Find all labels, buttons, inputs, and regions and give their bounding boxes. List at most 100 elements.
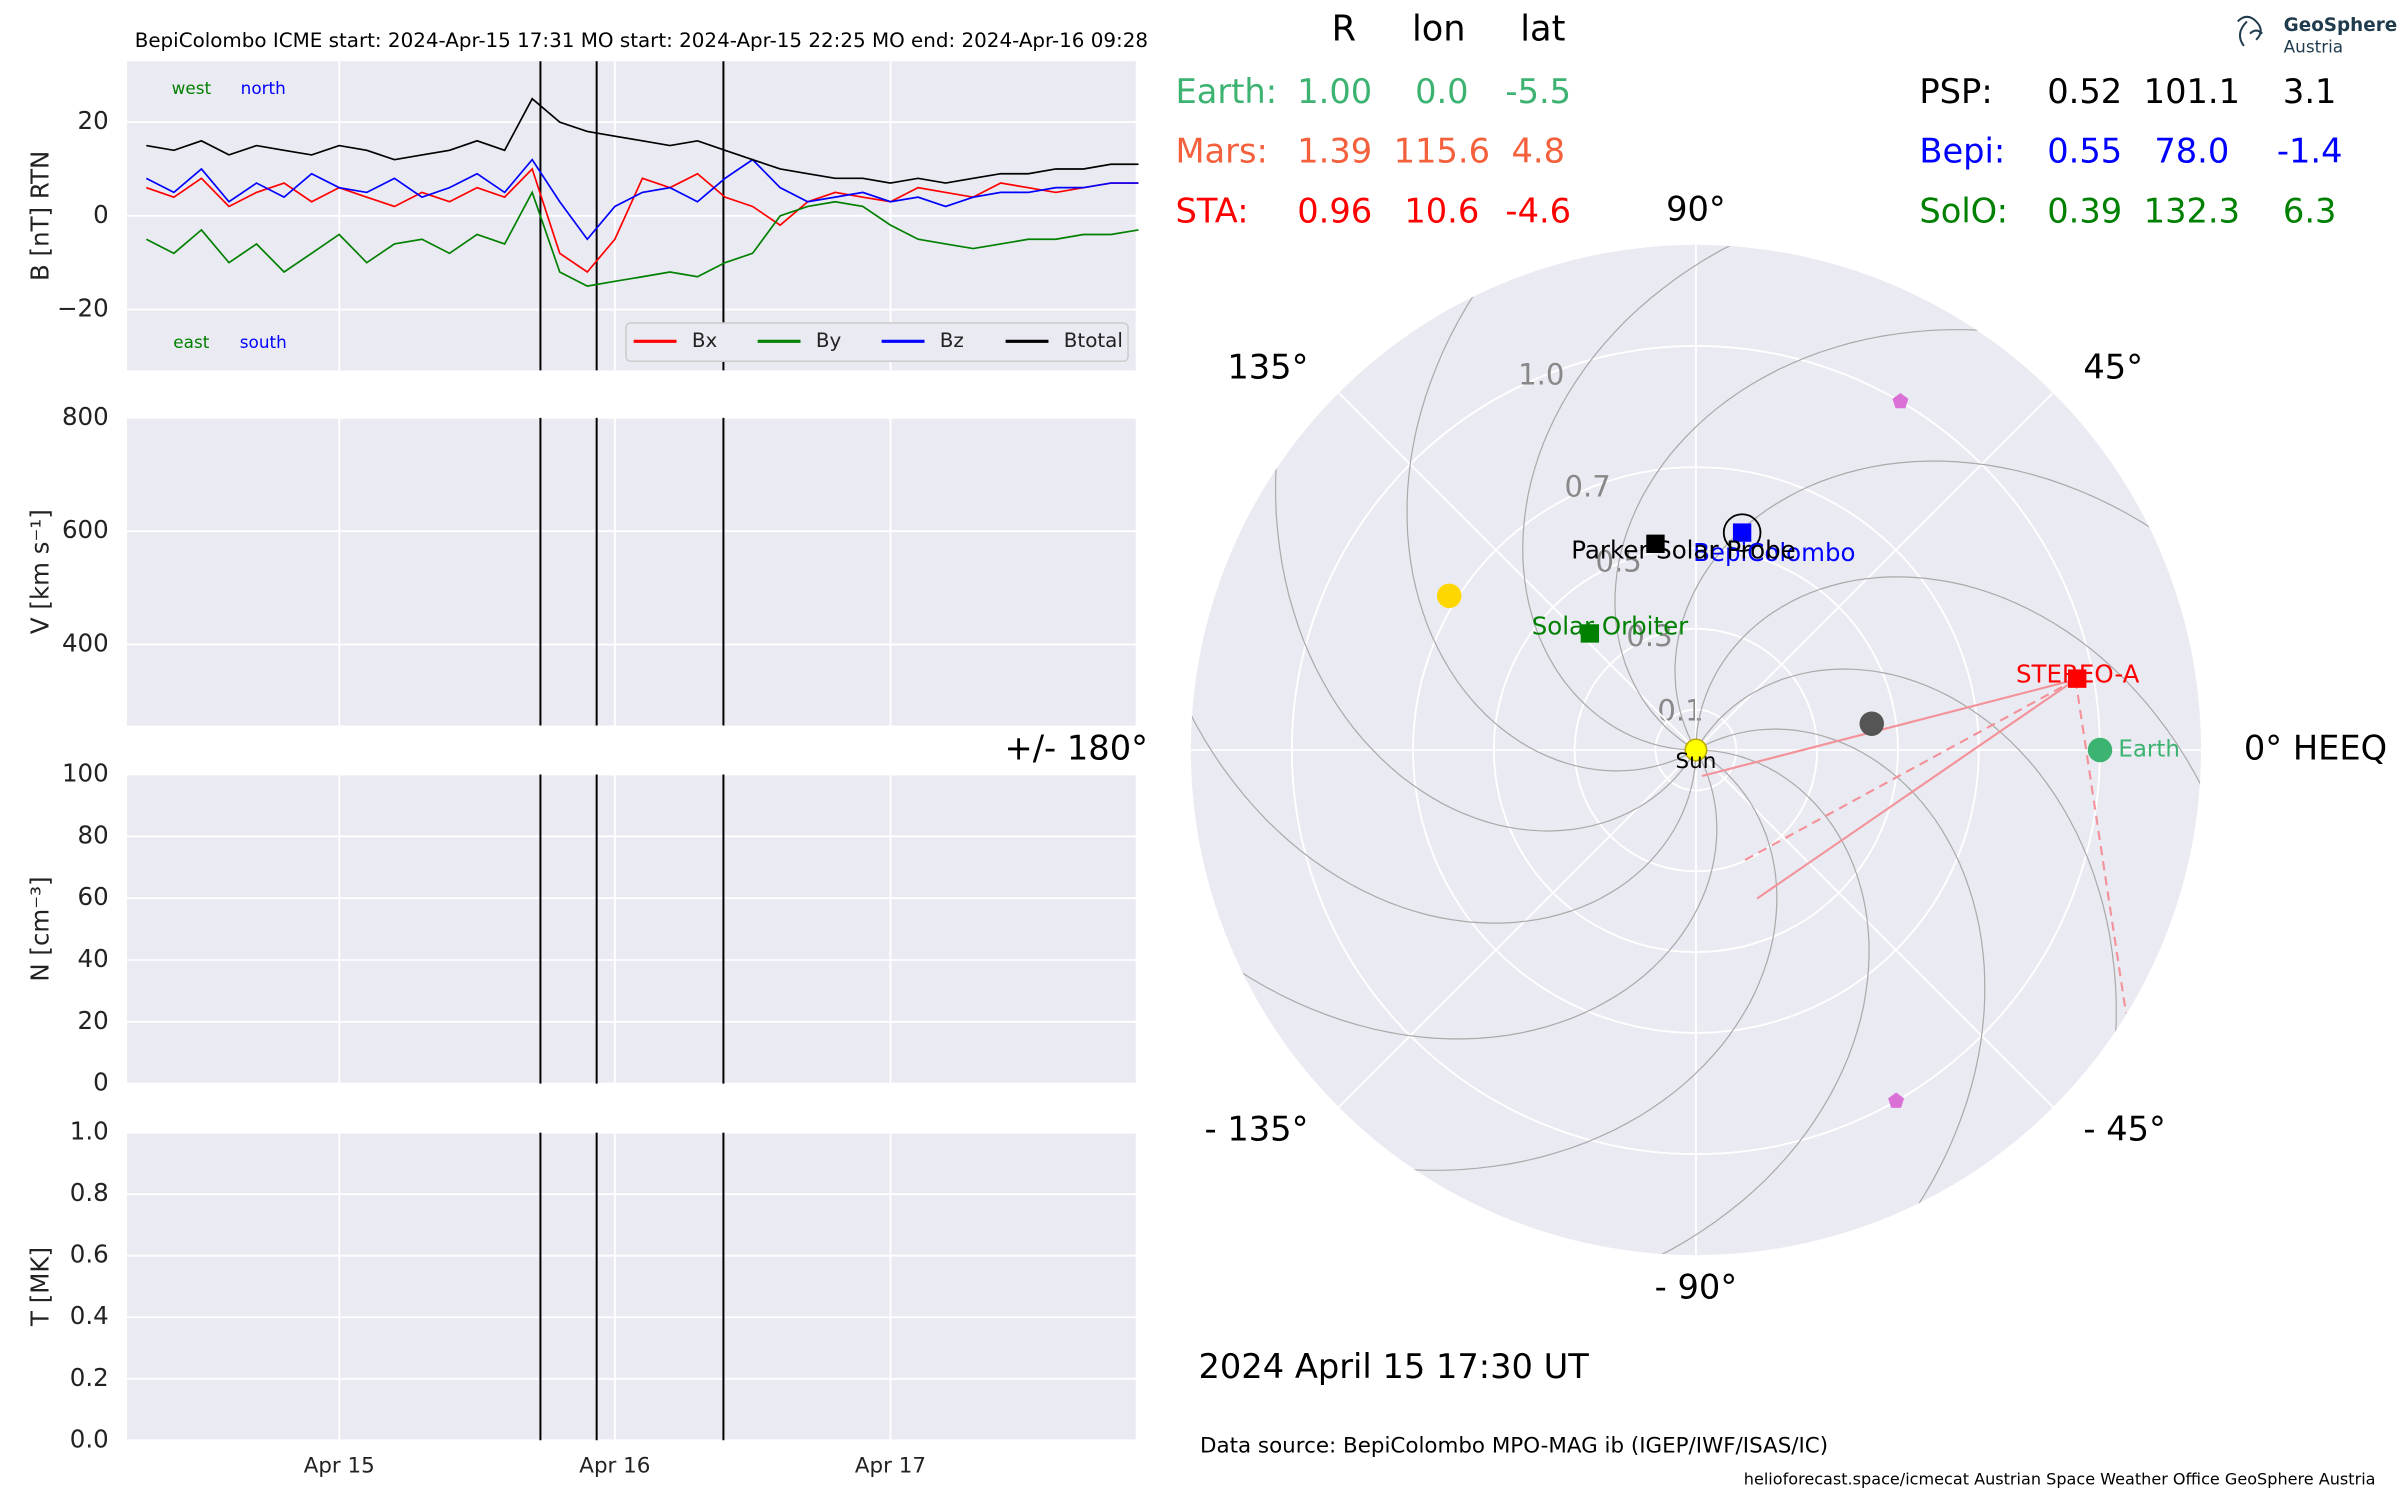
grid-spoke — [1695, 392, 2054, 751]
parker-spiral — [1406, 244, 1697, 772]
table-header: R — [1332, 9, 1356, 50]
annotation: north — [241, 78, 286, 98]
r-tick-label: 1.0 — [1518, 358, 1564, 392]
parker-spiral — [1275, 370, 1697, 832]
logo-swirl — [2237, 15, 2262, 41]
parker-spiral — [1190, 623, 1697, 924]
body-label: Sun — [1676, 749, 1717, 774]
table-cell: 78.0 — [2154, 132, 2229, 171]
table-cell: 0.52 — [2047, 72, 2122, 111]
y-tick-label: 0 — [93, 1068, 109, 1097]
x-tick-label: Apr 16 — [579, 1453, 650, 1478]
table-row-label: Bepi: — [1919, 132, 2005, 171]
table-row-label: SolO: — [1919, 191, 2008, 230]
y-tick-label: 1.0 — [70, 1117, 109, 1146]
table-cell: 0.39 — [2047, 191, 2122, 230]
data-source: Data source: BepiColombo MPO-MAG ib (IGE… — [1200, 1433, 1828, 1458]
theta-tick-label: 45° — [2083, 348, 2143, 387]
table-row-label: Earth: — [1176, 72, 1278, 111]
y-tick-label: 60 — [78, 882, 109, 911]
y-tick-label: 20 — [78, 106, 109, 135]
annotation: south — [240, 332, 287, 352]
table-header: lat — [1520, 9, 1565, 50]
cme-direction — [1741, 678, 2077, 863]
parker-spiral — [1316, 749, 1778, 1171]
table-cell: 3.1 — [2283, 72, 2337, 111]
table-cell: 6.3 — [2283, 191, 2337, 230]
parker-spiral — [1695, 576, 2202, 877]
y-tick-label: 0.6 — [70, 1240, 109, 1269]
r-tick-label: 0.7 — [1565, 470, 1611, 504]
y-tick-label: −20 — [57, 294, 109, 323]
body-label: Parker Solar Probe — [1571, 535, 1795, 564]
legend-label: By — [816, 329, 842, 352]
parker-spiral — [1695, 668, 2117, 1130]
legend-label: Bz — [940, 329, 964, 352]
table-row-label: PSP: — [1919, 72, 1992, 111]
plot-background — [127, 774, 1136, 1084]
y-tick-label: 20 — [78, 1006, 109, 1035]
y-axis-label: N [cm⁻³] — [25, 876, 54, 981]
body-marker — [1732, 523, 1752, 542]
parker-spiral — [1614, 329, 2076, 751]
theta-tick-label: +/- 180° — [1005, 729, 1148, 768]
logo-subtext: Austria — [2284, 36, 2343, 56]
series-line — [145, 158, 1139, 241]
cme-direction — [1701, 678, 2076, 778]
table-cell: -4.6 — [1505, 191, 1571, 230]
body-marker — [1892, 393, 1909, 409]
theta-tick-label: 135° — [1227, 348, 1308, 387]
body-label: BepiColombo — [1693, 538, 1855, 567]
y-axis-label: V [km s⁻¹] — [25, 509, 54, 634]
y-tick-label: 400 — [62, 628, 109, 657]
logo-text: GeoSphere — [2284, 15, 2398, 36]
logo-icon — [2237, 15, 2263, 47]
spirals — [1190, 244, 2202, 1256]
timestamp: 2024 April 15 17:30 UT — [1198, 1347, 1589, 1386]
y-tick-label: 0.0 — [70, 1424, 109, 1453]
footer: helioforecast.space/icmecat Austrian Spa… — [1744, 1470, 2376, 1489]
r-tick-label: 0.3 — [1626, 619, 1672, 653]
body-marker — [1859, 711, 1885, 736]
table-cell: 0.96 — [1297, 191, 1372, 230]
parker-spiral — [1674, 460, 2202, 751]
theta-tick-label: - 135° — [1205, 1109, 1309, 1148]
theta-tick-label: - 90° — [1655, 1267, 1738, 1306]
grid-spoke — [1695, 749, 2054, 1108]
table-cell: -1.4 — [2277, 132, 2343, 171]
table-cell: 1.00 — [1297, 72, 1372, 111]
y-axis-label: T [MK] — [25, 1247, 54, 1327]
logo-swirl — [2249, 29, 2263, 35]
plot-background — [127, 1132, 1136, 1441]
grid-spoke — [1338, 749, 1697, 1108]
y-tick-label: 0 — [93, 200, 109, 229]
body-marker — [2087, 737, 2113, 763]
table-cell: 0.55 — [2047, 132, 2122, 171]
y-tick-label: 40 — [78, 944, 109, 973]
parker-spiral — [1569, 749, 1870, 1256]
annotation: west — [172, 78, 212, 98]
annotation: east — [173, 332, 209, 352]
panel-title: BepiColombo ICME start: 2024-Apr-15 17:3… — [135, 29, 1148, 52]
table-row-label: Mars: — [1176, 132, 1268, 171]
body-marker — [1888, 1092, 1905, 1108]
body-marker — [1646, 534, 1665, 553]
body-marker — [1436, 583, 1462, 609]
table-cell: -5.5 — [1505, 72, 1571, 111]
table-row-label: STA: — [1176, 191, 1249, 230]
body-label: Earth — [2118, 737, 2180, 763]
y-tick-label: 600 — [62, 515, 109, 544]
table-cell: 4.8 — [1511, 132, 1565, 171]
y-axis-label: B [nT] RTN — [25, 151, 54, 281]
x-tick-label: Apr 15 — [304, 1453, 375, 1478]
logo-swirl — [2239, 20, 2248, 47]
body-label: STEREO-A — [2016, 660, 2140, 689]
table-cell: 1.39 — [1297, 132, 1372, 171]
table-cell: 115.6 — [1394, 132, 1490, 171]
y-tick-label: 0.2 — [70, 1363, 109, 1392]
theta-tick-label: - 45° — [2083, 1109, 2166, 1148]
y-tick-label: 100 — [62, 758, 109, 787]
body-marker — [2068, 669, 2087, 688]
